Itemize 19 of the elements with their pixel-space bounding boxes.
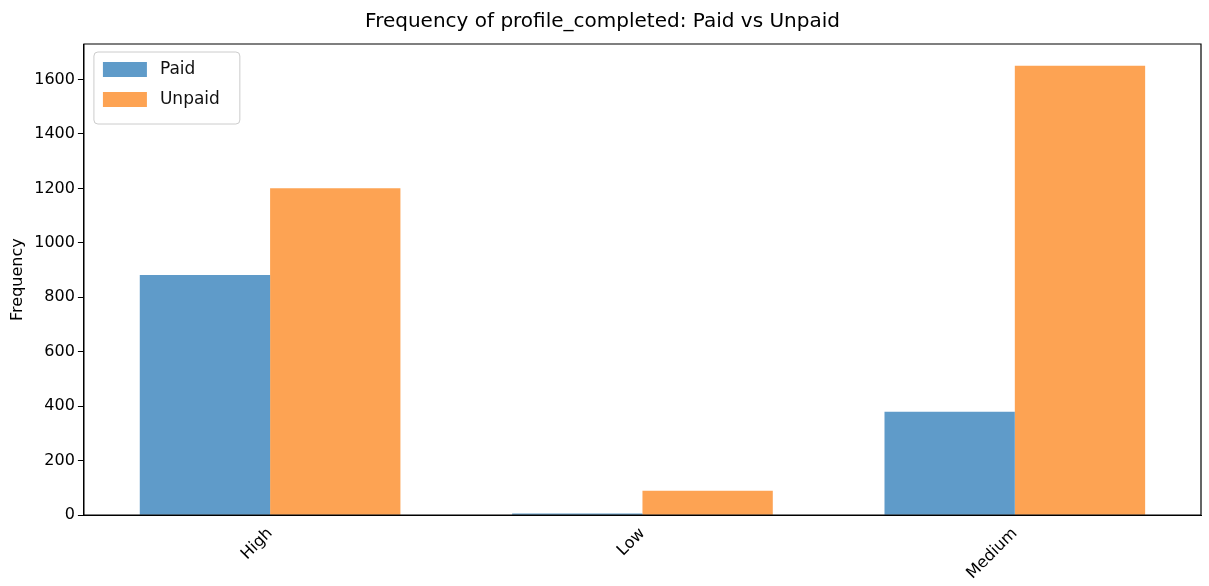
y-tick-label: 600 <box>44 340 75 360</box>
y-tick-label: 200 <box>44 449 75 469</box>
bar <box>270 188 401 515</box>
y-tick-label: 0 <box>64 504 75 524</box>
y-tick-label: 800 <box>44 286 75 306</box>
y-tick-label: 1000 <box>34 231 75 251</box>
bar <box>139 274 271 515</box>
legend-label: Unpaid <box>159 88 220 109</box>
bar <box>642 490 773 515</box>
y-axis-title: Frequency <box>6 238 26 321</box>
bar <box>884 411 1015 515</box>
bar <box>1014 65 1146 515</box>
y-tick-label: 1600 <box>34 68 75 88</box>
y-tick-label: 400 <box>44 395 75 415</box>
x-tick-label: Low <box>612 523 649 560</box>
y-tick-label: 1400 <box>34 123 75 143</box>
legend-label: Paid <box>159 58 196 79</box>
y-tick-label: 1200 <box>34 177 75 197</box>
chart-title: Frequency of profile_completed: Paid vs Unpaid <box>365 8 840 33</box>
